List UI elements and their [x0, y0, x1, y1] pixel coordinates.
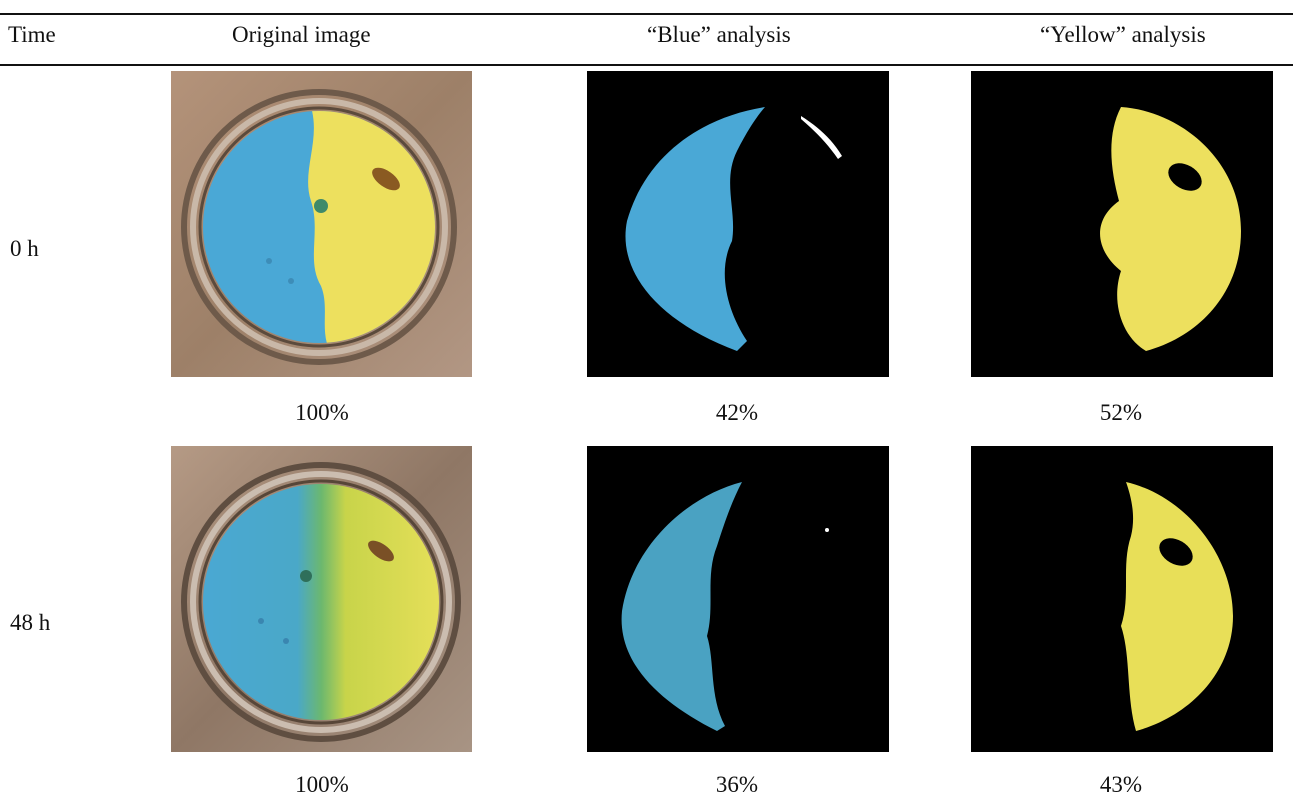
yellow-mask-0h: [971, 71, 1273, 377]
original-image-0h: [171, 71, 472, 377]
blue-mask-0h: [587, 71, 889, 377]
table-header-rule: [0, 64, 1293, 66]
blue-percent-0h: 42%: [715, 400, 759, 425]
yellow-mask-48h: [971, 446, 1273, 752]
header-yellow-analysis: “Yellow” analysis: [1040, 22, 1206, 47]
blue-mask-48h: [587, 446, 889, 752]
original-percent-0h: 100%: [295, 400, 349, 425]
header-blue-analysis: “Blue” analysis: [647, 22, 791, 47]
yellow-percent-48h: 43%: [1099, 772, 1143, 797]
blue-percent-48h: 36%: [715, 772, 759, 797]
header-original-image: Original image: [232, 22, 371, 47]
table-top-rule: [0, 13, 1293, 15]
header-time: Time: [8, 22, 56, 47]
original-image-48h: [171, 446, 472, 752]
row-time-label: 0 h: [10, 236, 39, 261]
row-time-label: 48 h: [10, 610, 51, 635]
yellow-percent-0h: 52%: [1099, 400, 1143, 425]
original-percent-48h: 100%: [295, 772, 349, 797]
